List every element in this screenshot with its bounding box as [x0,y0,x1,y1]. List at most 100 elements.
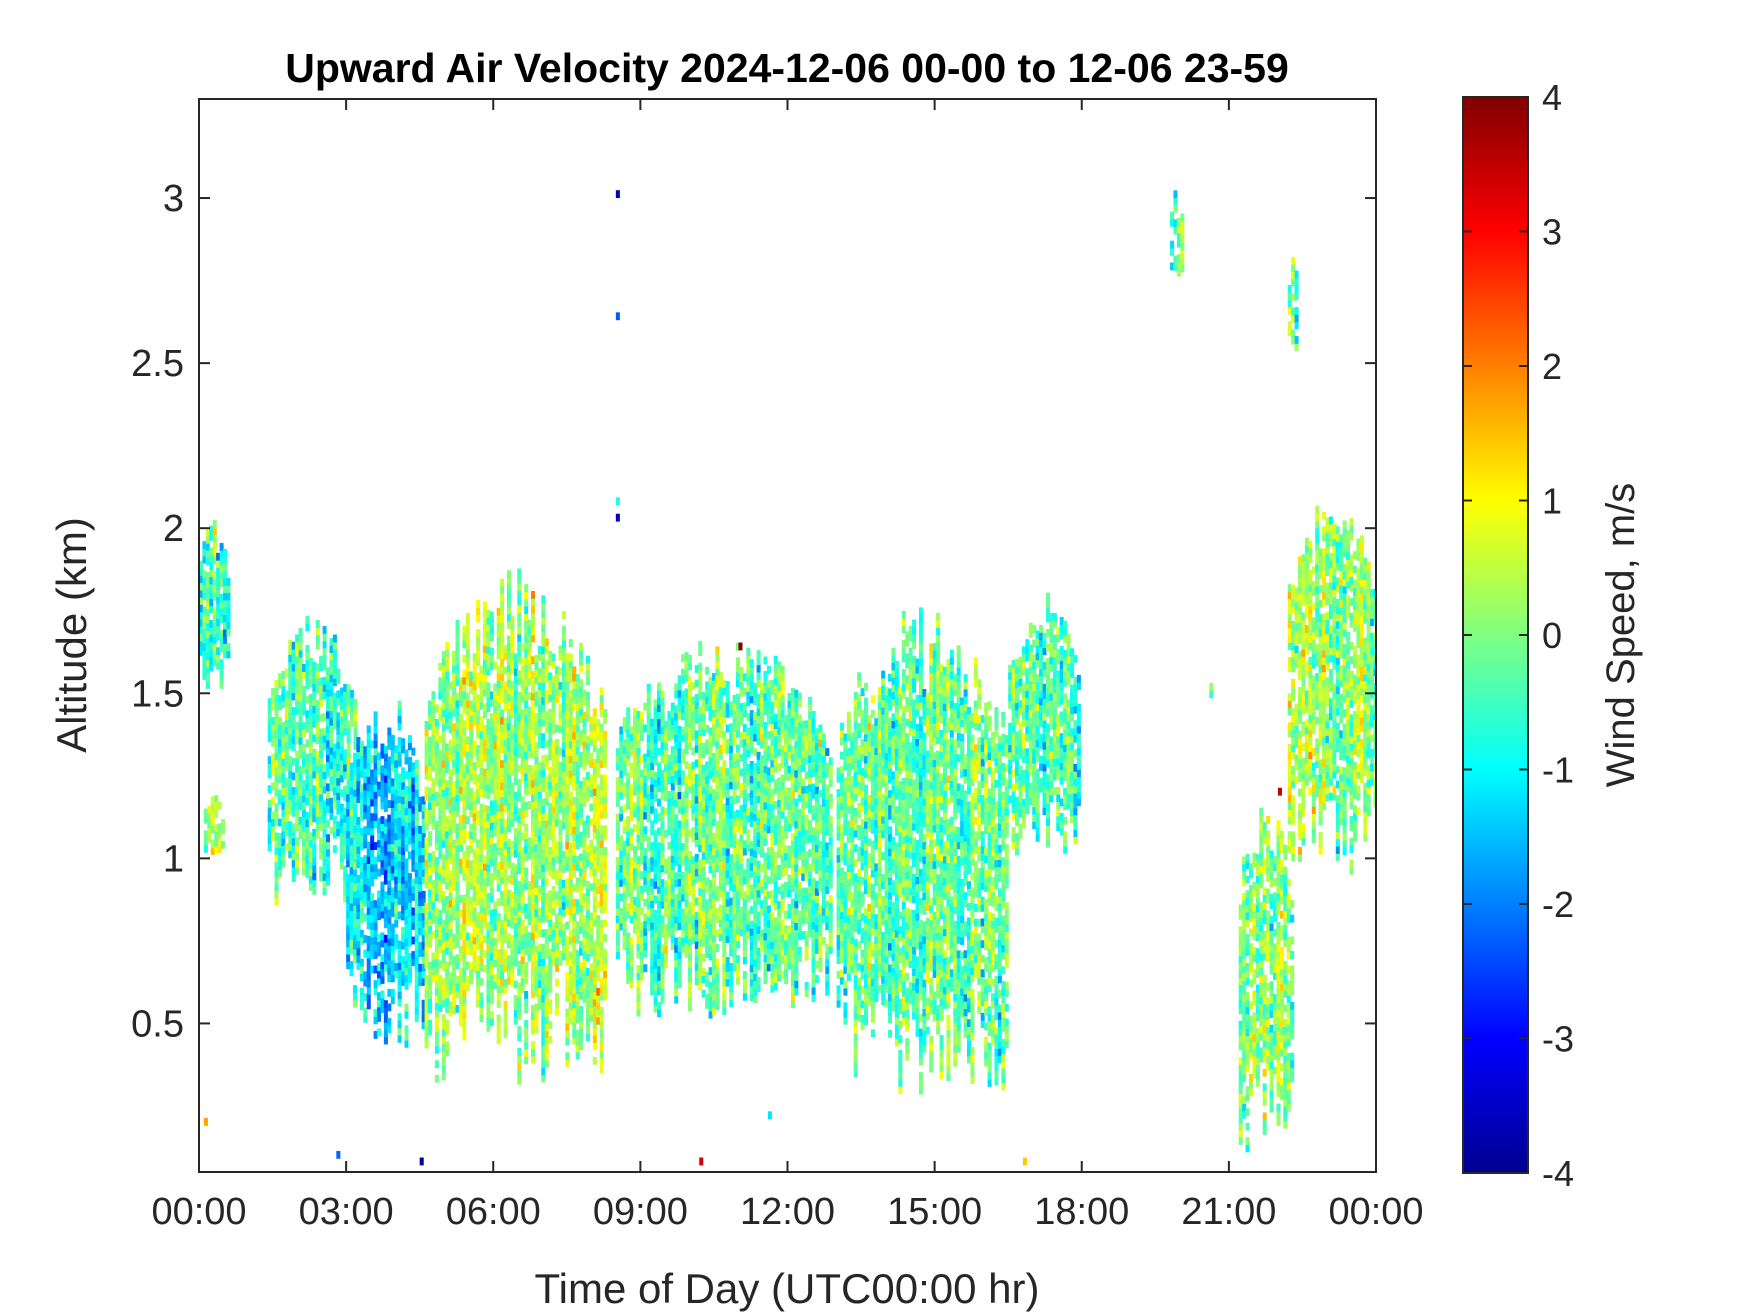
heatmap-cell [575,826,580,835]
heatmap-cell [701,909,706,918]
heatmap-cell [524,1041,529,1050]
heatmap-cell [582,929,587,938]
heatmap-cell [517,568,522,577]
heatmap-cell [555,804,560,813]
heatmap-cell [548,650,553,659]
heatmap-cell [615,777,620,786]
heatmap-cell [705,833,710,842]
heatmap-cell [626,743,631,752]
heatmap-cell [568,987,573,996]
heatmap-cell [633,904,638,912]
heatmap-cell [336,806,341,815]
heatmap-cell [674,741,679,750]
heatmap-cell [452,868,457,877]
heatmap-cell [558,957,563,966]
heatmap-cell [401,898,406,906]
heatmap-cell [326,725,331,734]
heatmap-cell [670,753,675,762]
heatmap-cell [448,797,453,806]
heatmap-cell [599,1028,604,1037]
heatmap-cell [486,653,491,662]
heatmap-cell [674,843,679,852]
heatmap-cell [387,843,392,852]
heatmap-cell [582,965,587,974]
heatmap-cell [219,673,224,682]
heatmap-cell [555,949,560,958]
heatmap-cell [653,931,658,940]
heatmap-cell [558,848,563,857]
heatmap-cell [219,680,224,689]
heatmap-cell [411,907,416,916]
heatmap-cell [214,809,219,818]
heatmap-cell [404,945,409,954]
heatmap-cell [359,958,364,967]
heatmap-cell [411,834,416,843]
heatmap-cell [383,840,388,849]
heatmap-cell [657,929,662,938]
heatmap-cell [424,837,429,846]
heatmap-cell [633,758,638,767]
heatmap-cell [510,659,515,668]
heatmap-cell [421,876,426,885]
heatmap-cell [596,828,601,836]
heatmap-cell [339,840,344,848]
heatmap-cell [462,1025,467,1034]
heatmap-cell [650,791,655,800]
heatmap-cell [725,956,730,965]
heatmap-cell [670,855,675,863]
heatmap-cell [472,958,477,967]
heatmap-cell [572,855,577,864]
heatmap-cell [582,958,587,967]
heatmap-cell [404,807,409,816]
heatmap-cell [329,696,334,704]
heatmap-cell [390,887,395,896]
heatmap-cell [414,992,419,1001]
heatmap-cell [711,767,717,776]
heatmap-cell [524,736,529,745]
heatmap-cell [404,785,409,794]
heatmap-cell [458,996,463,1005]
heatmap-cell [326,805,331,814]
heatmap-cell [684,688,689,697]
heatmap-cell [619,748,624,757]
heatmap-cell [510,978,515,987]
heatmap-cell [322,865,327,874]
heatmap-cell [643,927,648,936]
heatmap-cell [524,845,529,854]
heatmap-cell [441,760,446,768]
heatmap-cell [599,883,604,892]
heatmap-cell [482,892,487,900]
heatmap-cell [448,805,453,814]
heatmap-cell [441,796,446,805]
heatmap-cell [548,999,553,1008]
heatmap-cell [561,821,566,830]
heatmap-cell [223,599,228,608]
heatmap-cell [599,825,604,834]
heatmap-cell [551,835,556,843]
heatmap-cell [520,694,525,703]
heatmap-cell [643,753,648,762]
heatmap-cell [394,890,399,899]
heatmap-cell [434,755,439,764]
heatmap-cell [639,892,644,901]
heatmap-cell [199,568,204,576]
heatmap-cell [636,943,641,952]
heatmap-cell [636,972,641,981]
heatmap-cell [482,739,487,748]
heatmap-cell [479,1014,484,1023]
heatmap-cell [582,827,587,836]
heatmap-cell [520,723,525,732]
heatmap-cell [394,963,399,972]
heatmap-cell [472,675,477,683]
heatmap-cell [541,609,546,618]
heatmap-cell [462,698,467,707]
heatmap-cell [486,609,491,618]
heatmap-cell [568,791,573,800]
heatmap-cell [537,820,542,829]
heatmap-cell [558,892,563,901]
heatmap-cell [397,758,402,767]
heatmap-cell [301,758,307,767]
heatmap-cell [667,863,672,872]
heatmap-cell [397,889,402,898]
heatmap-cell [274,897,279,906]
